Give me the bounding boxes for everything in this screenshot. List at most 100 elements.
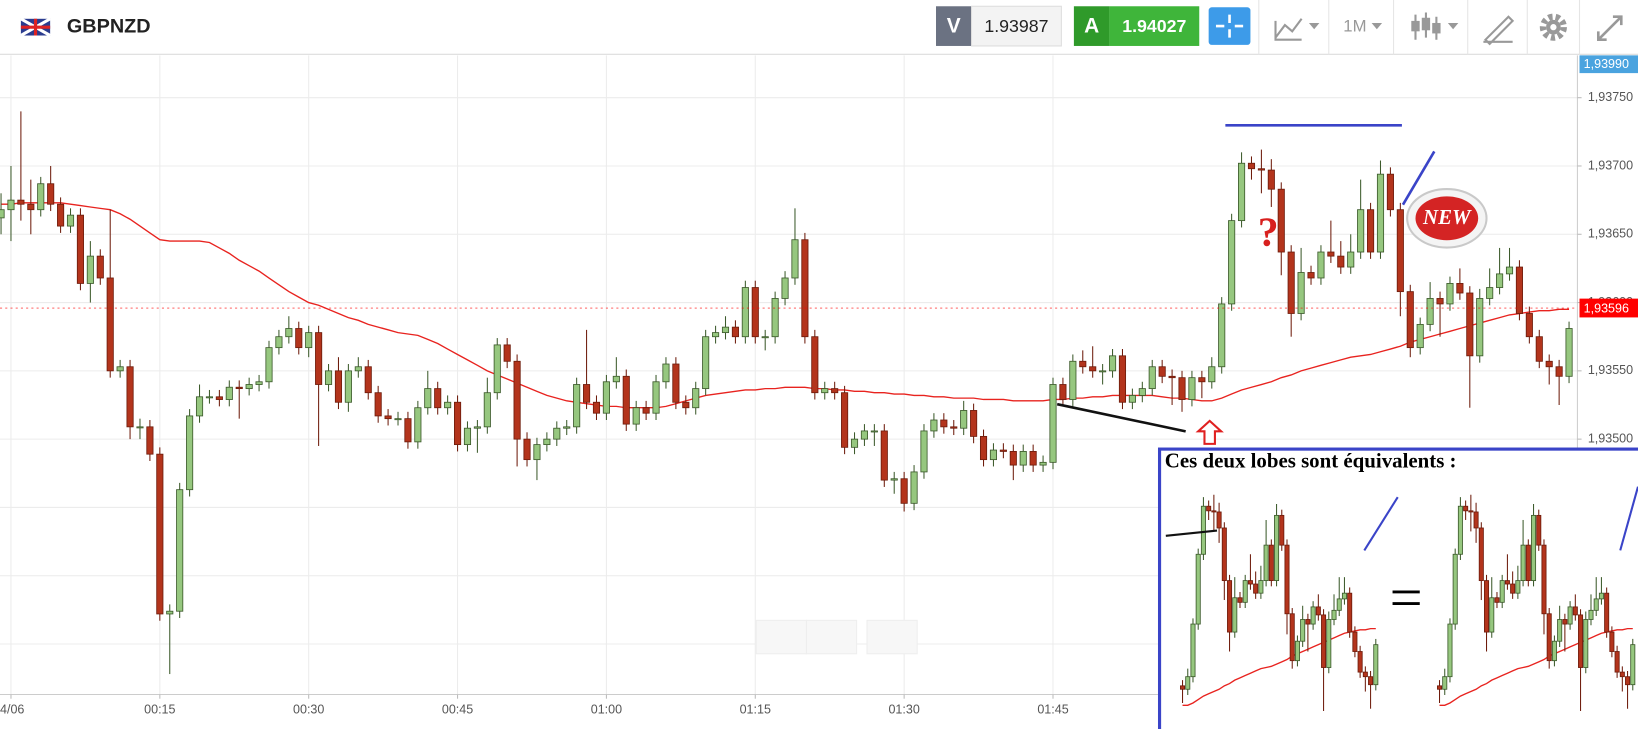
question-mark: ? xyxy=(1258,210,1279,256)
candle-body xyxy=(1484,580,1490,633)
inset: Ces deux lobes sont équivalents : = xyxy=(1157,447,1638,729)
candle-body xyxy=(1368,676,1374,686)
candle-body xyxy=(0,209,5,219)
candle-body xyxy=(870,430,878,433)
candle-body xyxy=(374,392,382,417)
fullscreen-icon[interactable] xyxy=(1596,15,1623,41)
candle-body xyxy=(1337,255,1345,268)
candle-body xyxy=(106,277,114,372)
candle-body xyxy=(295,328,303,349)
candle-body xyxy=(1468,510,1474,513)
candle-body xyxy=(1447,623,1453,678)
candle-body xyxy=(761,336,769,339)
candle-body xyxy=(771,298,779,338)
candle-body xyxy=(424,388,432,409)
candle-body xyxy=(1079,360,1087,368)
candle-body xyxy=(880,430,888,481)
candle-body xyxy=(1206,505,1212,512)
candle-body xyxy=(1489,597,1495,633)
candle-body xyxy=(1545,360,1553,368)
ask-label[interactable]: A xyxy=(1084,15,1099,38)
candle-body xyxy=(940,419,948,428)
timeframe[interactable]: 1M xyxy=(1343,17,1366,36)
candle-body xyxy=(989,449,998,461)
candle-body xyxy=(1287,251,1295,314)
candle-body xyxy=(1531,514,1537,582)
candle-body xyxy=(1446,283,1454,305)
candle-body xyxy=(324,370,333,385)
ask-button[interactable] xyxy=(1073,6,1110,46)
moving-average xyxy=(1182,627,1376,706)
crosshair-button[interactable] xyxy=(1208,7,1251,45)
candle-body xyxy=(483,392,491,428)
candle-body xyxy=(1630,644,1636,686)
candle-body xyxy=(444,401,452,409)
ask-price[interactable]: 1.94027 xyxy=(1122,16,1186,36)
candle-body xyxy=(1268,544,1274,582)
candle-body xyxy=(731,326,739,338)
candle-body xyxy=(1029,451,1037,466)
candle-body xyxy=(1089,366,1097,372)
candle-body xyxy=(235,386,243,390)
ask-box[interactable] xyxy=(1109,6,1200,46)
candle-body xyxy=(1442,676,1448,690)
nav-button[interactable] xyxy=(805,619,858,655)
candle-body xyxy=(1362,671,1368,678)
candle-body xyxy=(186,415,194,491)
candle-icon[interactable] xyxy=(1421,17,1431,31)
candle-body xyxy=(741,287,749,338)
candle-body xyxy=(950,426,958,429)
bid-label[interactable]: V xyxy=(947,15,961,38)
draw-icon[interactable] xyxy=(1483,15,1515,46)
candle-body xyxy=(1352,631,1358,652)
candle-body xyxy=(1426,298,1434,325)
candle-body xyxy=(841,392,849,448)
candle-body xyxy=(1039,461,1047,466)
bid-button[interactable] xyxy=(936,6,972,46)
candle-body xyxy=(1257,168,1265,171)
candle-body xyxy=(1567,606,1573,625)
candle-body xyxy=(930,419,938,432)
nav-button[interactable] xyxy=(755,619,807,655)
candle-body xyxy=(1598,592,1604,600)
candle-body xyxy=(1190,623,1196,678)
candle-body xyxy=(315,332,323,385)
x-tick-label: 01:15 xyxy=(740,703,771,717)
candle-body xyxy=(1310,606,1316,625)
equals-sign: = xyxy=(1390,565,1423,630)
dropdown[interactable] xyxy=(1371,22,1383,30)
nav-button[interactable] xyxy=(866,619,918,655)
bid-marker-label: 1,93596 xyxy=(1584,301,1629,315)
bid-box[interactable] xyxy=(970,5,1062,47)
candle-body xyxy=(1305,619,1311,625)
inset-blue-line xyxy=(1363,496,1399,551)
candle-body xyxy=(394,418,402,421)
candle-body xyxy=(1218,303,1226,368)
settings-icon[interactable] xyxy=(1539,13,1567,41)
candle-body xyxy=(1049,384,1057,463)
crosshair-icon xyxy=(1215,14,1244,38)
candle-body xyxy=(66,214,75,227)
candle-body xyxy=(1059,384,1067,400)
candle-body xyxy=(17,199,25,205)
candle-body xyxy=(1367,209,1375,253)
candle-body xyxy=(1228,220,1236,305)
candle-body xyxy=(334,370,343,403)
candle-body xyxy=(1247,580,1253,585)
dropdown[interactable] xyxy=(1308,22,1320,30)
candle-body xyxy=(86,255,94,284)
candle-icon[interactable] xyxy=(1411,20,1420,32)
dropdown[interactable] xyxy=(1447,22,1459,30)
bid-price[interactable]: 1.93987 xyxy=(984,16,1048,36)
candle-body xyxy=(860,430,868,440)
candle-body xyxy=(414,407,422,443)
candle-icon[interactable] xyxy=(1432,22,1441,34)
y-tick-label: 1,93700 xyxy=(1588,158,1633,172)
candle-body xyxy=(146,426,154,455)
candle-body xyxy=(602,381,610,414)
candle-body xyxy=(1609,631,1615,652)
settings-icon[interactable] xyxy=(1550,24,1557,31)
indicator-icon[interactable] xyxy=(1274,18,1303,41)
y-tick-label: 1,93550 xyxy=(1588,363,1633,377)
